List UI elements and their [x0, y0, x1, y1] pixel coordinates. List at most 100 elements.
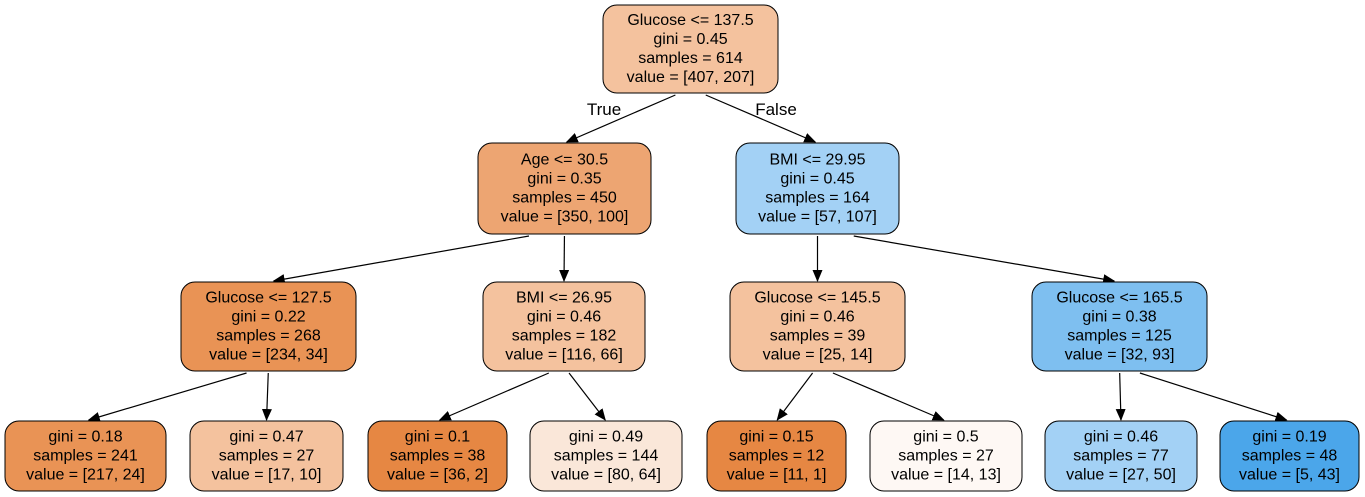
node-line: Glucose <= 145.5 — [754, 290, 880, 307]
node-line: Age <= 30.5 — [521, 152, 608, 169]
node-line: value = [27, 50] — [1066, 467, 1176, 484]
node-line: Glucose <= 127.5 — [205, 290, 331, 307]
node-line: gini = 0.49 — [569, 429, 643, 446]
node-line: samples = 27 — [219, 448, 315, 465]
tree-node-n5: Glucose <= 145.5 gini = 0.46 samples = 39 v… — [729, 281, 906, 372]
node-box — [735, 142, 900, 235]
tree-node-n13: gini = 0.46 samples = 77 value = [27, 50] — [1044, 420, 1198, 492]
node-line: value = [57, 107] — [758, 209, 877, 226]
node-line: samples = 27 — [898, 448, 994, 465]
node-box — [4, 420, 167, 492]
node-box — [367, 420, 508, 492]
node-line: samples = 39 — [770, 328, 866, 345]
node-line: gini = 0.47 — [229, 429, 303, 446]
node-line: value = [32, 93] — [1065, 347, 1175, 364]
node-box — [1219, 420, 1360, 492]
node-line: Glucose <= 165.5 — [1056, 290, 1182, 307]
tree-node-n0: Glucose <= 137.5 gini = 0.45 samples = 614… — [602, 4, 779, 94]
node-line: gini = 0.5 — [913, 429, 978, 446]
node-line: samples = 77 — [1073, 448, 1169, 465]
node-line: value = [25, 14] — [763, 347, 873, 364]
node-line: samples = 241 — [33, 448, 138, 465]
node-line: gini = 0.45 — [780, 171, 854, 188]
node-line: value = [80, 64] — [551, 467, 661, 484]
edge-n3-n8 — [261, 372, 272, 421]
node-line: samples = 125 — [1067, 328, 1172, 345]
node-line: samples = 144 — [554, 448, 659, 465]
tree-node-n8: gini = 0.47 samples = 27 value = [17, 10] — [189, 420, 344, 492]
edge-n5-n11 — [776, 372, 814, 421]
node-line: gini = 0.35 — [527, 171, 601, 188]
tree-node-n9: gini = 0.1 samples = 38 value = [36, 2] — [367, 420, 508, 492]
node-line: value = [14, 13] — [891, 467, 1001, 484]
node-line: value = [407, 207] — [627, 69, 755, 86]
node-box — [602, 4, 779, 94]
edge-n2-n6 — [853, 235, 1116, 285]
node-line: samples = 614 — [638, 50, 743, 67]
tree-node-n7: gini = 0.18 samples = 241 value = [217, 24… — [4, 420, 167, 492]
node-line: BMI <= 26.95 — [516, 290, 612, 307]
node-line: samples = 268 — [216, 328, 321, 345]
edge-n0-n1 — [565, 94, 676, 143]
node-line: value = [17, 10] — [212, 467, 322, 484]
node-line: gini = 0.46 — [1084, 429, 1158, 446]
node-line: Glucose <= 137.5 — [627, 12, 753, 29]
node-line: samples = 48 — [1242, 448, 1338, 465]
node-line: BMI <= 29.95 — [769, 152, 865, 169]
node-line: gini = 0.19 — [1252, 429, 1326, 446]
edge-label-false: False — [755, 100, 797, 119]
edge-n5-n12 — [832, 372, 945, 421]
node-line: samples = 164 — [765, 190, 870, 207]
node-box — [180, 281, 357, 372]
node-line: value = [217, 24] — [26, 467, 145, 484]
node-line: gini = 0.1 — [405, 429, 470, 446]
node-line: value = [234, 34] — [209, 347, 328, 364]
tree-node-n3: Glucose <= 127.5 gini = 0.22 samples = 268… — [180, 281, 357, 372]
tree-node-n4: BMI <= 26.95 gini = 0.46 samples = 182 valu… — [482, 281, 646, 372]
node-box — [529, 420, 683, 492]
node-box — [1044, 420, 1198, 492]
node-line: gini = 0.45 — [653, 31, 727, 48]
node-line: samples = 182 — [512, 328, 617, 345]
node-line: gini = 0.22 — [231, 309, 305, 326]
tree-node-n14: gini = 0.19 samples = 48 value = [5, 43] — [1219, 420, 1360, 492]
edge-n6-n13 — [1115, 372, 1126, 421]
tree-node-n1: Age <= 30.5 gini = 0.35 samples = 450 value… — [477, 142, 652, 235]
node-line: gini = 0.15 — [739, 429, 813, 446]
tree-node-n10: gini = 0.49 samples = 144 value = [80, 64] — [529, 420, 683, 492]
edge-n4-n10 — [568, 372, 606, 421]
node-line: gini = 0.38 — [1082, 309, 1156, 326]
node-line: value = [350, 100] — [501, 209, 629, 226]
node-box — [477, 142, 652, 235]
node-line: samples = 38 — [390, 448, 486, 465]
node-line: value = [116, 66] — [505, 347, 623, 364]
node-line: gini = 0.18 — [48, 429, 122, 446]
tree-node-n11: gini = 0.15 samples = 12 value = [11, 1] — [706, 420, 847, 492]
tree-node-n12: gini = 0.5 samples = 27 value = [14, 13] — [869, 420, 1023, 492]
edge-n6-n14 — [1139, 372, 1288, 422]
edge-n1-n3 — [272, 235, 530, 285]
node-line: value = [36, 2] — [387, 467, 488, 484]
edge-n0-n2 — [705, 94, 817, 143]
node-line: samples = 450 — [512, 190, 617, 207]
node-box — [482, 281, 646, 372]
edge-labels-layer: True False — [587, 100, 797, 119]
node-box — [869, 420, 1023, 492]
node-line: samples = 12 — [729, 448, 825, 465]
edge-label-true: True — [587, 100, 621, 119]
tree-node-n2: BMI <= 29.95 gini = 0.45 samples = 164 valu… — [735, 142, 900, 235]
nodes-layer: Glucose <= 137.5 gini = 0.45 samples = 614… — [4, 4, 1360, 492]
node-box — [706, 420, 847, 492]
node-box — [189, 420, 344, 492]
edges-layer — [87, 94, 1288, 422]
edge-n3-n7 — [87, 372, 247, 422]
edge-n4-n9 — [438, 372, 550, 421]
node-line: gini = 0.46 — [780, 309, 854, 326]
node-line: value = [5, 43] — [1239, 467, 1340, 484]
node-line: gini = 0.46 — [527, 309, 601, 326]
node-box — [729, 281, 906, 372]
node-line: value = [11, 1] — [727, 467, 827, 484]
node-box — [1031, 281, 1208, 372]
tree-node-n6: Glucose <= 165.5 gini = 0.38 samples = 125… — [1031, 281, 1208, 372]
